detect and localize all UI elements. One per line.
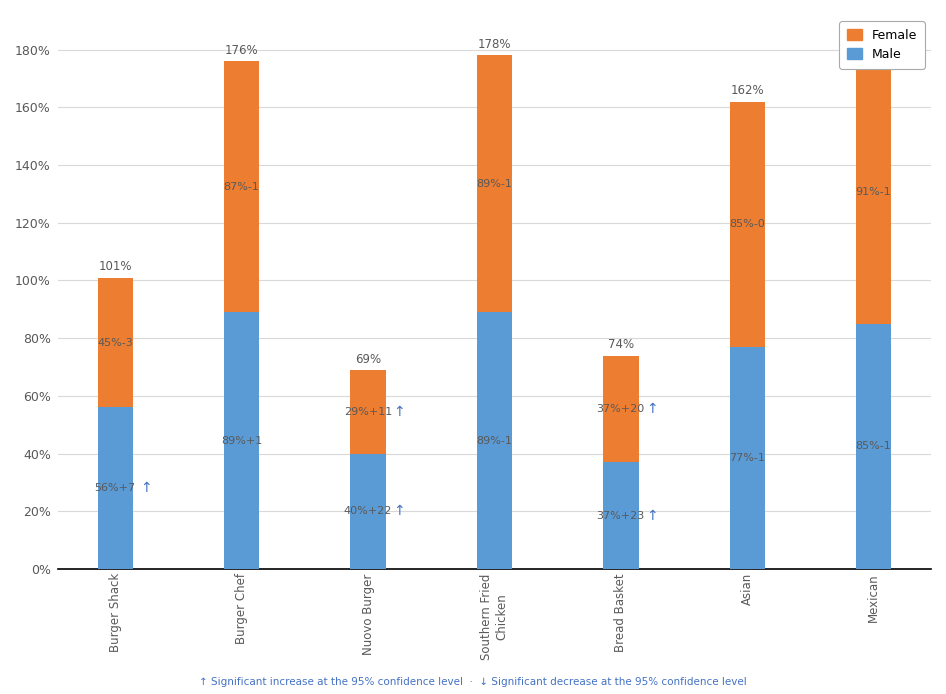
- Bar: [350, 370, 386, 454]
- Text: 85%-1: 85%-1: [856, 441, 891, 451]
- Text: ↑: ↑: [141, 481, 152, 496]
- Text: 101%: 101%: [98, 260, 131, 273]
- Bar: [477, 56, 512, 312]
- Text: 177%: 177%: [857, 44, 890, 57]
- Text: ↑ Significant increase at the 95% confidence level  ·  ↓ Significant decrease at: ↑ Significant increase at the 95% confid…: [199, 677, 747, 687]
- Text: 85%-0: 85%-0: [729, 219, 765, 229]
- Text: ↑: ↑: [646, 509, 657, 523]
- Text: 91%-1: 91%-1: [856, 187, 891, 198]
- Text: ↑: ↑: [646, 402, 657, 416]
- Text: 178%: 178%: [478, 38, 511, 51]
- Text: 162%: 162%: [730, 84, 764, 97]
- Text: 74%: 74%: [607, 338, 634, 351]
- Text: 29%+11: 29%+11: [344, 407, 393, 417]
- Bar: [604, 462, 639, 569]
- Text: 77%-1: 77%-1: [729, 453, 765, 463]
- Bar: [856, 324, 891, 569]
- Text: 176%: 176%: [225, 44, 258, 57]
- Text: 45%-3: 45%-3: [97, 337, 133, 348]
- Bar: [604, 355, 639, 462]
- Text: 37%+23: 37%+23: [597, 511, 645, 520]
- Bar: [729, 101, 765, 347]
- Text: 69%: 69%: [355, 353, 381, 366]
- Text: 89%-1: 89%-1: [477, 179, 513, 189]
- Text: 89%-1: 89%-1: [477, 436, 513, 446]
- Bar: [97, 278, 132, 407]
- Bar: [856, 61, 891, 324]
- Bar: [729, 347, 765, 569]
- Text: 87%-1: 87%-1: [223, 182, 259, 192]
- Text: 89%+1: 89%+1: [221, 436, 262, 446]
- Text: ↑: ↑: [394, 405, 405, 418]
- Bar: [97, 407, 132, 569]
- Text: 40%+22: 40%+22: [343, 507, 393, 516]
- Bar: [224, 312, 259, 569]
- Bar: [224, 61, 259, 312]
- Legend: Female, Male: Female, Male: [839, 22, 925, 69]
- Text: 37%+20: 37%+20: [597, 404, 645, 414]
- Text: 56%+7: 56%+7: [95, 483, 136, 493]
- Bar: [350, 454, 386, 569]
- Text: ↑: ↑: [394, 505, 405, 518]
- Bar: [477, 312, 512, 569]
